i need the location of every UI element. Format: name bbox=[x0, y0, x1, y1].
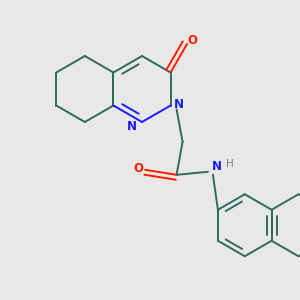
Text: N: N bbox=[174, 98, 184, 111]
Text: H: H bbox=[226, 159, 234, 169]
Text: N: N bbox=[127, 119, 137, 133]
Text: O: O bbox=[133, 162, 143, 175]
Text: N: N bbox=[212, 160, 222, 173]
Text: O: O bbox=[187, 34, 197, 47]
